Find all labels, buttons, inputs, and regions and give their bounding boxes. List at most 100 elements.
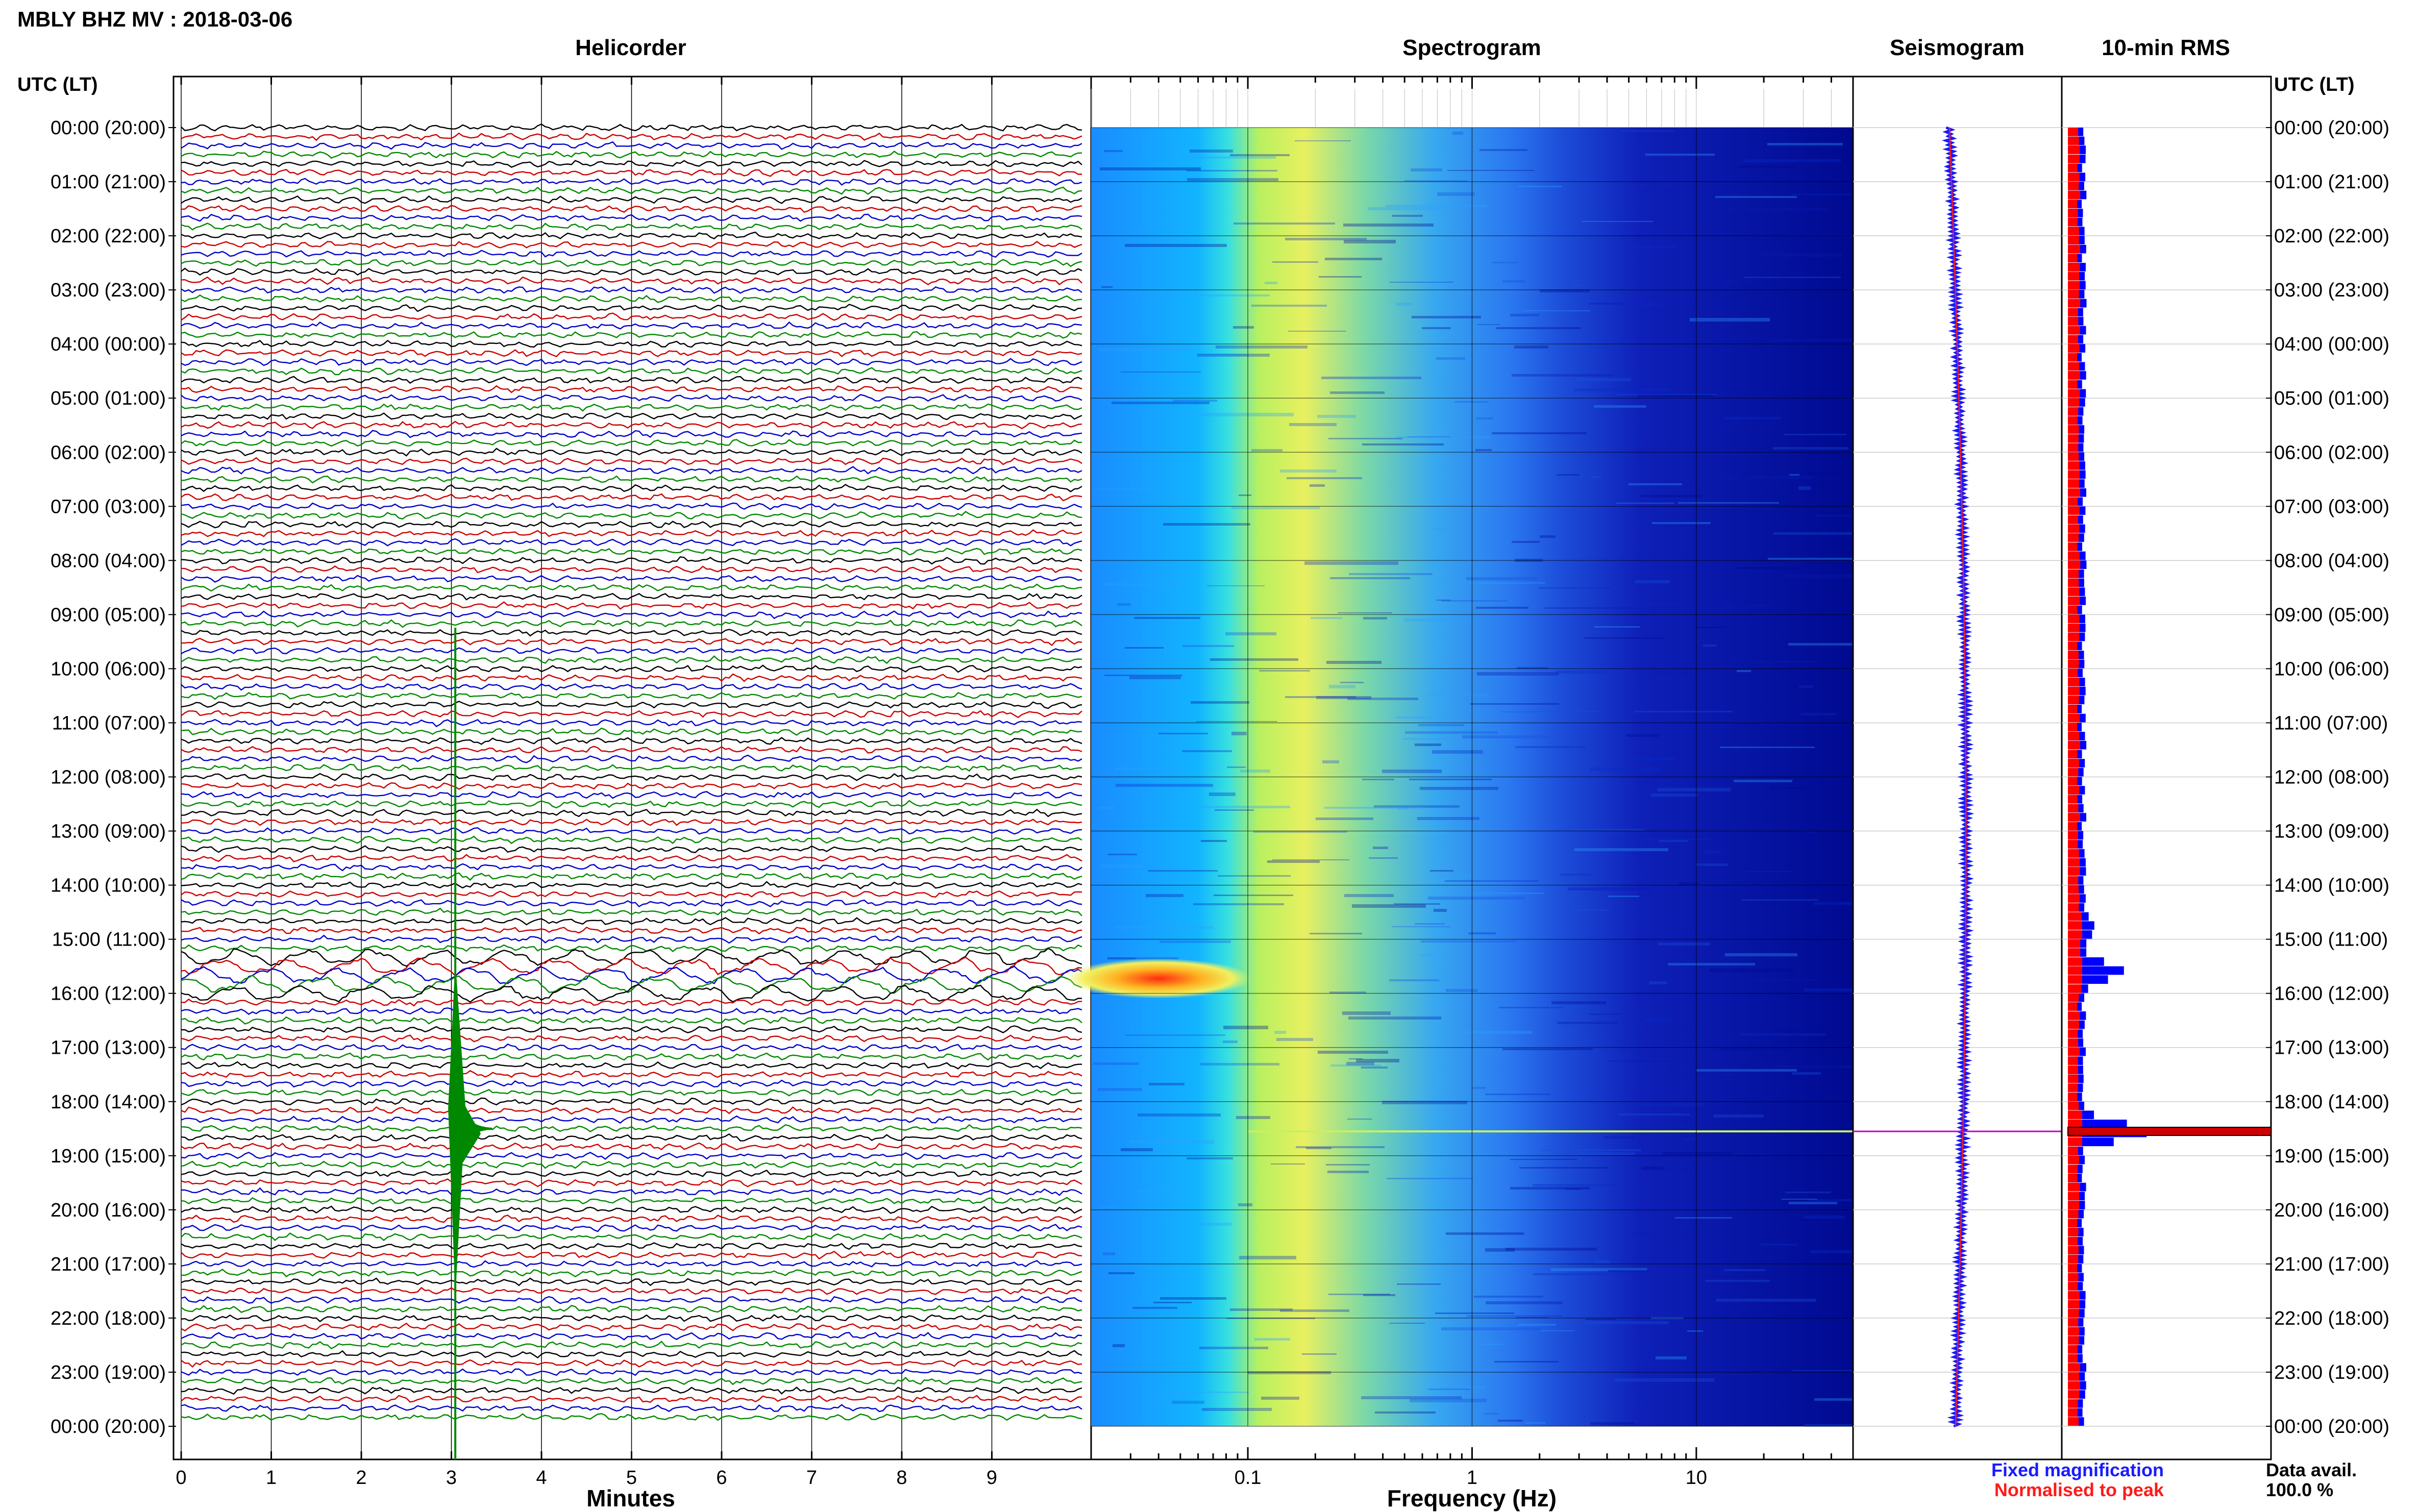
spectrogram-speckle (1362, 443, 1444, 445)
spectrogram-speckle (1214, 895, 1293, 896)
x-tick-label: 4 (536, 1467, 547, 1489)
spectrogram-speckle (1469, 932, 1496, 934)
helicorder-xlabel: Minutes (586, 1485, 675, 1511)
rms-bar-normalised (2068, 912, 2082, 921)
rms-bar-normalised (2068, 1282, 2078, 1291)
rms-bar-normalised (2068, 1137, 2082, 1147)
spectrogram-speckle (1215, 809, 1254, 811)
spectrogram-speckle (1261, 1397, 1299, 1400)
trace-row (181, 1214, 1082, 1223)
spectrogram-speckle (1445, 582, 1545, 584)
spectrogram-speckle (1098, 348, 1191, 351)
rms-bar-normalised (2068, 551, 2080, 560)
spectrogram-speckle (1129, 1140, 1214, 1144)
spectrogram-speckle (1344, 894, 1394, 897)
spectrogram-speckle (1676, 1118, 1706, 1122)
spectrogram-speckle (1202, 1408, 1272, 1411)
spectrogram-speckle (1615, 1378, 1714, 1382)
spectrogram-speckle (1640, 495, 1702, 497)
time-label-left: 20:00 (16:00) (51, 1200, 166, 1221)
spectrogram-speckle (1804, 1216, 1844, 1219)
spectrogram-speckle (1231, 506, 1320, 509)
spectrogram-speckle (1619, 1113, 1690, 1116)
spectrogram-speckle (1498, 1420, 1523, 1422)
spectrogram-speckle (1594, 405, 1646, 408)
trace-row (181, 818, 1082, 826)
spectrogram-speckle (1628, 483, 1682, 485)
rms-bar-normalised (2068, 696, 2079, 705)
trace-row (181, 250, 1082, 258)
trace-row (181, 1034, 1082, 1043)
spectrogram-speckle (1742, 979, 1818, 981)
rms-bar-normalised (2068, 1155, 2079, 1164)
spectrogram-speckle (1108, 854, 1137, 855)
rms-bar-normalised (2068, 705, 2078, 713)
rms-bar-normalised (2068, 217, 2078, 227)
spectrogram-speckle (1104, 150, 1123, 152)
spectrogram-title: Spectrogram (1402, 35, 1541, 60)
spectrogram-speckle (1103, 1252, 1115, 1255)
trace-row (181, 1224, 1082, 1232)
time-label-right: 01:00 (21:00) (2274, 171, 2389, 193)
spectrogram-speckle (1641, 1167, 1663, 1170)
spectrogram-speckle (1125, 244, 1227, 247)
trace-row (181, 692, 1082, 700)
spectrogram-speckle (1316, 696, 1371, 699)
trace-row (181, 827, 1082, 835)
spectrogram-speckle (1441, 600, 1508, 602)
spectrogram-speckle (1200, 1063, 1279, 1065)
trace-row (181, 799, 1082, 809)
spectrogram-speckle (1725, 193, 1750, 196)
rms-bar-normalised (2068, 1345, 2078, 1354)
x-tick-label: 8 (896, 1467, 907, 1489)
event-envelope (448, 960, 466, 1297)
trace-row (181, 1124, 1082, 1133)
rms-bar-normalised (2068, 984, 2082, 993)
spectrogram-panel: 0.1 1 10 (1066, 76, 1907, 1489)
rms-bar-normalised (2068, 750, 2078, 759)
rms-bar-normalised (2068, 1110, 2082, 1120)
rms-bar-normalised (2068, 1318, 2079, 1327)
trace-row (181, 673, 1082, 682)
trace-row (181, 1359, 1082, 1368)
spectrogram-speckle (1473, 1087, 1486, 1089)
spectrogram-speckle (1418, 724, 1464, 726)
legend-normalised-to-peak: Normalised to peak (1994, 1479, 2164, 1500)
spectrogram-speckle (1632, 303, 1661, 306)
spectrogram-speckle (1251, 449, 1282, 452)
spectrogram-speckle (1198, 413, 1294, 416)
x-tick-label: 1 (1467, 1467, 1477, 1489)
spectrogram-speckle (1638, 394, 1712, 397)
rms-bar-normalised (2068, 497, 2078, 506)
spectrogram-speckle (1719, 1049, 1792, 1050)
spectrogram-speckle (1369, 857, 1398, 859)
rms-bar-normalised (2068, 624, 2080, 632)
spectrogram-speckle (1408, 436, 1450, 437)
rms-bar-normalised (2068, 876, 2079, 885)
spectrogram-speckle (1476, 417, 1493, 419)
spectrogram-speckle (1113, 1344, 1125, 1347)
spectrogram-speckle (1789, 474, 1799, 476)
trace-row (181, 510, 1082, 520)
rms-bar-normalised (2068, 822, 2078, 831)
spectrogram-speckle (1710, 1035, 1780, 1036)
spectrogram-speckle (1651, 794, 1697, 797)
trace-row (181, 1286, 1082, 1295)
spectrogram-speckle (1556, 671, 1606, 674)
spectrogram-speckle (1397, 1283, 1441, 1285)
spectrogram-speckle (1608, 1060, 1709, 1062)
time-label-left: 11:00 (07:00) (52, 712, 166, 734)
rms-bar-normalised (2068, 1390, 2080, 1399)
spectrogram-speckle (1585, 1321, 1669, 1324)
trace-row (181, 1277, 1082, 1286)
trace-row (181, 1376, 1082, 1385)
spectrogram-speckle (1432, 750, 1483, 754)
spectrogram-speckle (1540, 535, 1556, 538)
rms-bar-normalised (2068, 1164, 2078, 1174)
rms-bar-normalised (2068, 263, 2080, 271)
spectrogram-speckle (1187, 178, 1278, 181)
trace-row (181, 1314, 1082, 1323)
spectrogram-speckle (1645, 1018, 1672, 1021)
spectrogram-speckle (1616, 503, 1674, 504)
trace-row (181, 1368, 1082, 1376)
